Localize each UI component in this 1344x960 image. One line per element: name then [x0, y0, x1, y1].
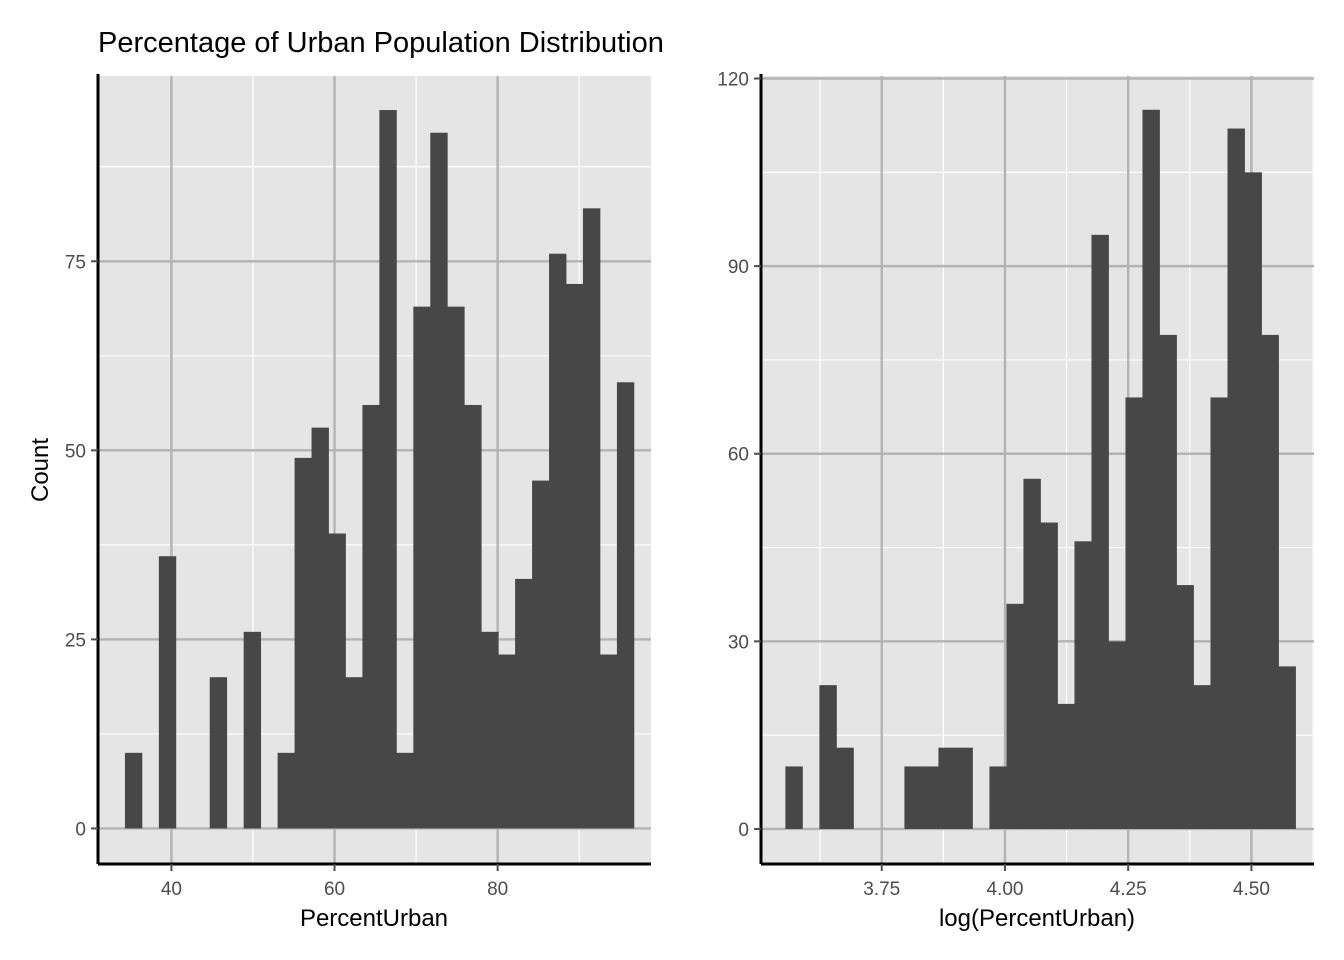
histogram-bar: [447, 306, 465, 829]
histogram-bar: [1142, 109, 1160, 829]
x-axis-label-right: log(PercentUrban): [939, 905, 1135, 932]
histogram-bar: [1091, 234, 1109, 829]
histogram-bar: [566, 283, 584, 829]
histogram-bar: [124, 752, 143, 829]
histogram-bar: [413, 306, 431, 829]
histogram-bar: [921, 766, 939, 829]
x-tick-label: 3.75: [863, 879, 900, 900]
x-axis-label-left: PercentUrban: [300, 905, 448, 932]
histogram-bar: [515, 578, 533, 829]
histogram-bar: [430, 132, 448, 829]
histogram-bar: [616, 382, 635, 829]
x-tick-label: 4.25: [1110, 879, 1147, 900]
histogram-bar: [938, 747, 956, 829]
histogram-bar: [1108, 641, 1126, 829]
histogram-bar: [209, 677, 228, 829]
histogram-bar: [1210, 397, 1228, 829]
histogram-panel-percent-urban: 40 60 80 0 25 50 75: [65, 74, 651, 900]
histogram-bar: [1006, 603, 1024, 829]
histogram-bar: [904, 766, 922, 829]
y-tick-label: 0: [75, 819, 86, 840]
histogram-bar: [1176, 585, 1194, 829]
histogram-bar: [532, 480, 550, 829]
histogram-bar: [277, 752, 295, 829]
histogram-bar: [1159, 334, 1177, 829]
histogram-bar: [989, 766, 1007, 829]
y-tick-label: 120: [717, 70, 749, 91]
histogram-bar: [1040, 522, 1058, 829]
histogram-bar: [1261, 334, 1279, 829]
histogram-bar: [243, 631, 262, 829]
histogram-bar: [1227, 128, 1245, 829]
histogram-bar: [379, 110, 397, 829]
histogram-bar: [785, 766, 803, 829]
histogram-bar: [1125, 397, 1143, 829]
x-tick-label: 40: [161, 879, 182, 900]
histogram-bar: [955, 747, 973, 829]
histogram-bar: [836, 747, 854, 829]
histogram-bar: [582, 208, 601, 829]
y-tick-label: 90: [728, 257, 749, 278]
histogram-bar: [328, 533, 346, 829]
histogram-bar: [498, 654, 516, 829]
chart-title: Percentage of Urban Population Distribut…: [98, 27, 664, 59]
histogram-bar: [1244, 172, 1262, 829]
y-axis-label: Count: [27, 438, 54, 502]
y-tick-label: 0: [738, 820, 749, 841]
histogram-bar: [158, 556, 177, 829]
histogram-bar: [481, 631, 499, 829]
histogram-bar: [396, 752, 414, 829]
histogram-bar: [311, 427, 329, 829]
y-tick-label: 75: [65, 252, 86, 273]
y-tick-label: 60: [728, 445, 749, 466]
histogram-bar: [1074, 541, 1092, 829]
histogram-bar: [1057, 703, 1075, 829]
x-tick-label: 4.50: [1233, 879, 1270, 900]
histogram-bar: [819, 685, 837, 829]
x-tick-label: 80: [487, 879, 508, 900]
y-tick-label: 30: [728, 632, 749, 653]
histogram-bar: [362, 404, 380, 829]
histogram-bar: [599, 654, 618, 829]
histogram-bar: [549, 253, 567, 829]
histogram-bar: [464, 404, 482, 829]
histogram-bar: [1193, 685, 1211, 829]
x-tick-label: 4.00: [986, 879, 1023, 900]
histogram-bar: [294, 457, 312, 829]
x-tick-label: 60: [324, 879, 345, 900]
y-tick-label: 25: [65, 630, 86, 651]
histogram-bar: [1278, 666, 1296, 829]
histogram-panel-log-percent-urban: 3.75 4.00 4.25 4.50 0 30 60 90 120: [717, 70, 1314, 900]
histogram-bar: [345, 677, 363, 829]
y-tick-label: 50: [65, 441, 86, 462]
histogram-bar: [1023, 478, 1041, 829]
